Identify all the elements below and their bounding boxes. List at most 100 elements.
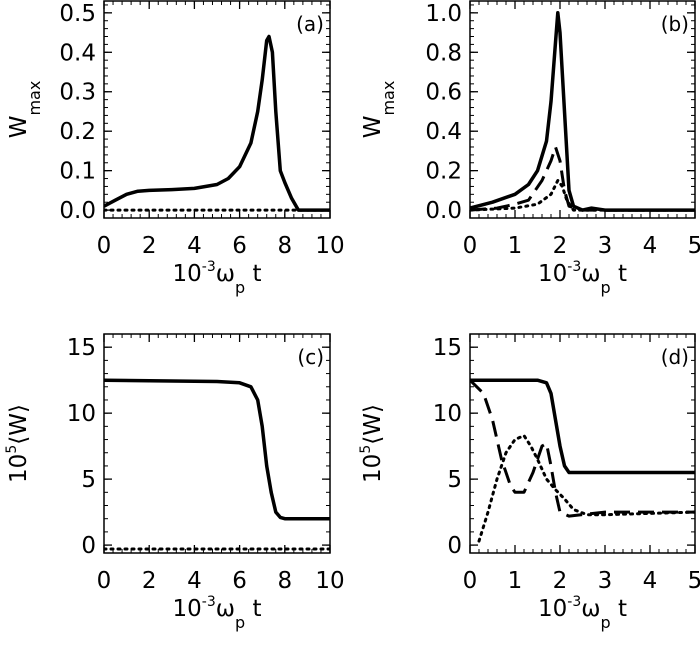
series-line-solid (470, 11, 695, 212)
y-tick-label: 0.3 (59, 80, 96, 106)
x-tick-label: 4 (187, 568, 202, 594)
x-tick-label: 5 (688, 568, 700, 594)
x-tick-label: 3 (598, 568, 613, 594)
y-axis-label: 105⟨W⟩ (4, 404, 32, 483)
x-axis-label-part: -3 (202, 259, 216, 275)
series-line-dotted (477, 434, 695, 543)
y-tick-label: 0 (81, 533, 96, 559)
plot-frame (469, 333, 696, 554)
y-tick-label: 0.2 (59, 119, 96, 145)
x-axis-label-part: p (235, 613, 245, 632)
x-tick-label: 1 (508, 233, 523, 259)
x-tick-label: 0 (463, 568, 478, 594)
x-tick-label: 2 (553, 568, 568, 594)
y-axis-label-part: W (360, 116, 386, 139)
y-axis-label-part: W (6, 116, 32, 139)
x-axis-label: 10-3ωp t (172, 259, 261, 297)
plot-frame (103, 0, 331, 219)
y-axis-label-part: max (379, 81, 398, 116)
plot-frame (469, 0, 696, 219)
series-line-dotted (470, 179, 695, 212)
panel-label: (c) (297, 345, 324, 369)
plot-frame (103, 333, 331, 554)
y-tick-label: 5 (81, 467, 96, 493)
x-axis-label-part: -3 (567, 594, 581, 610)
x-tick-label: 0 (97, 233, 112, 259)
x-axis-label-part: 10 (172, 596, 201, 622)
x-tick-label: 8 (277, 568, 292, 594)
y-tick-label: 15 (67, 335, 96, 361)
x-axis-label-part: p (601, 613, 611, 632)
x-tick-label: 0 (97, 568, 112, 594)
series-line-solid (470, 378, 695, 475)
x-tick-label: 10 (315, 568, 344, 594)
y-tick-label: 0.6 (425, 80, 462, 106)
x-axis-label-part: 10 (538, 261, 567, 287)
series-line-solid (104, 378, 330, 521)
y-tick-label: 0 (447, 533, 462, 559)
x-axis-label-part: t (611, 261, 627, 287)
y-axis-label: Wmax (6, 81, 44, 139)
y-tick-label: 0.0 (59, 198, 96, 224)
y-axis-label-part: ⟨W⟩ (6, 404, 32, 445)
y-axis-label-part: 10 (360, 454, 386, 483)
y-tick-label: 0.1 (59, 159, 96, 185)
y-tick-label: 0.4 (425, 119, 462, 145)
y-tick-label: 0.0 (425, 198, 462, 224)
x-tick-label: 6 (232, 568, 247, 594)
x-tick-label: 3 (598, 233, 613, 259)
x-axis-label-part: -3 (202, 594, 216, 610)
x-axis-label-part: ω (581, 261, 600, 287)
y-tick-label: 1.0 (425, 1, 462, 27)
y-axis-label-part: 5 (4, 445, 20, 454)
y-axis-label-part: 5 (358, 445, 374, 454)
panel-label: (a) (296, 12, 324, 36)
series-line-dashed (470, 145, 695, 212)
y-tick-label: 0.4 (59, 40, 96, 66)
y-tick-label: 0.2 (425, 159, 462, 185)
panel-b: 0 1 2 3 4 5 0.0 0.2 0.4 0.6 0.8 1.0 (b) 10-3ωp t Wmax (360, 0, 700, 297)
x-axis-label-part: 10 (538, 596, 567, 622)
x-axis-label-part: t (611, 596, 627, 622)
y-axis-label-part: 10 (6, 454, 32, 483)
x-tick-label: 4 (643, 233, 658, 259)
y-tick-label: 15 (433, 335, 462, 361)
y-axis-label-part: max (25, 81, 44, 116)
y-axis-label: Wmax (360, 81, 398, 139)
x-axis-label-part: t (245, 261, 261, 287)
x-axis-label-part: ω (216, 261, 235, 287)
y-tick-label: 5 (447, 467, 462, 493)
x-tick-label: 2 (142, 233, 157, 259)
series-line-dashed (470, 379, 695, 518)
x-tick-label: 10 (315, 233, 344, 259)
x-axis-label-part: ω (581, 596, 600, 622)
panel-label: (b) (661, 12, 689, 36)
y-tick-label: 10 (67, 401, 96, 427)
x-axis-label: 10-3ωp t (172, 594, 261, 632)
x-tick-label: 1 (508, 568, 523, 594)
x-tick-label: 4 (643, 568, 658, 594)
x-axis-label-part: -3 (567, 259, 581, 275)
y-axis-label-part: ⟨W⟩ (360, 404, 386, 445)
series-line-solid (104, 34, 330, 212)
x-tick-label: 2 (142, 568, 157, 594)
x-axis-label-part: p (601, 278, 611, 297)
x-axis-label: 10-3ωp t (538, 259, 627, 297)
x-tick-label: 6 (232, 233, 247, 259)
y-tick-label: 0.5 (59, 1, 96, 27)
y-tick-label: 10 (433, 401, 462, 427)
x-axis-label-part: 10 (172, 261, 201, 287)
y-tick-label: 0.8 (425, 40, 462, 66)
x-tick-label: 4 (187, 233, 202, 259)
x-tick-label: 0 (463, 233, 478, 259)
x-axis-label-part: ω (216, 596, 235, 622)
x-tick-label: 5 (688, 233, 700, 259)
x-tick-label: 2 (553, 233, 568, 259)
x-axis-label: 10-3ωp t (538, 594, 627, 632)
x-axis-label-part: p (235, 278, 245, 297)
panel-label: (d) (661, 345, 689, 369)
